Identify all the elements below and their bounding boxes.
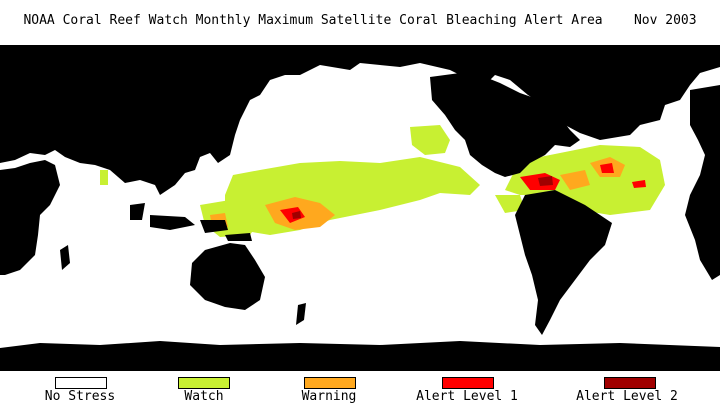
land: [0, 45, 720, 371]
map-title: NOAA Coral Reef Watch Monthly Maximum Sa…: [0, 13, 720, 28]
legend-swatch-alert-level-2: [604, 377, 656, 389]
legend-swatch-no-stress: [55, 377, 107, 389]
legend-swatch-alert-level-1: [442, 377, 494, 389]
legend-swatch-warning: [304, 377, 356, 389]
legend-label-alert-level-2: Alert Level 2: [576, 389, 678, 404]
legend-label-no-stress: No Stress: [44, 389, 116, 404]
legend-label-watch: Watch: [184, 389, 224, 404]
title-date: Nov 2003: [633, 13, 697, 28]
world-map: [0, 45, 720, 371]
title-text: NOAA Coral Reef Watch Monthly Maximum Sa…: [23, 13, 603, 28]
legend-label-warning: Warning: [301, 389, 357, 404]
legend: No Stress Watch Warning Alert Level 1 Al…: [0, 375, 720, 411]
legend-label-alert-level-1: Alert Level 1: [416, 389, 518, 404]
legend-swatch-watch: [178, 377, 230, 389]
